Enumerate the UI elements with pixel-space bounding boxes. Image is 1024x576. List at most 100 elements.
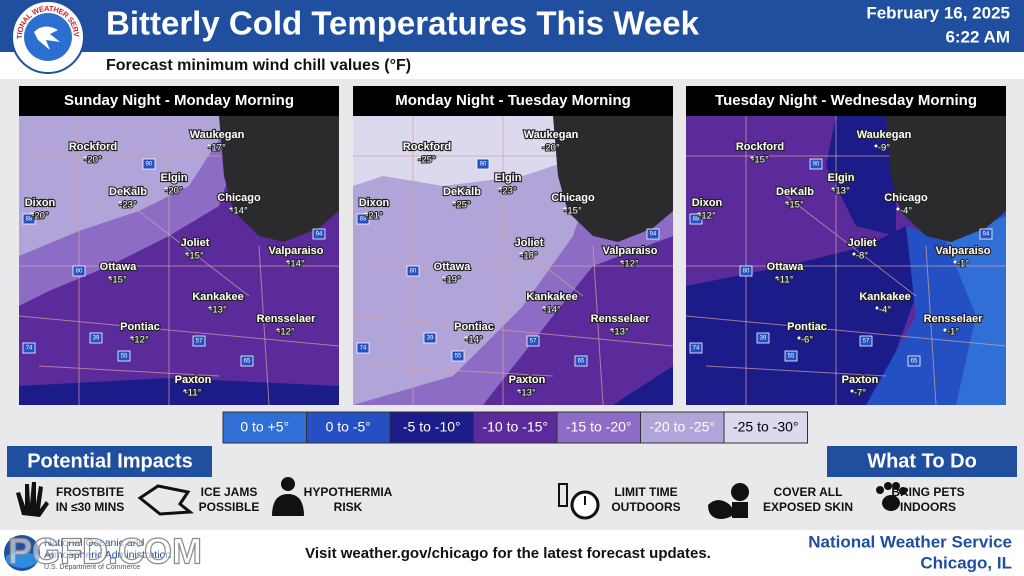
city-value: -14°: [230, 206, 248, 217]
city-dot: [207, 144, 211, 148]
legend-label: -20 to -25°: [649, 419, 715, 435]
city-name: Dixon: [692, 197, 723, 209]
city-dot: [30, 212, 34, 216]
city-dot: [517, 389, 521, 393]
impacts-title: Potential Impacts: [27, 450, 193, 472]
city-dot: [164, 187, 168, 191]
highway-shield: [784, 350, 798, 362]
maps: Sunday Night - Monday Morning 88 90 94 80 39 5…: [18, 86, 1007, 406]
city-name: Pontiac: [454, 321, 494, 333]
paw-icon: [882, 495, 900, 511]
highway-label: 55: [455, 354, 462, 360]
city-name: Paxton: [175, 374, 212, 386]
wind-chill-zone: [353, 116, 603, 186]
city-name: Waukegan: [190, 129, 245, 141]
highway-shield: [22, 342, 36, 354]
highway-shield: [809, 158, 823, 170]
highway-shield: [476, 158, 490, 170]
wind-chill-zone: [826, 116, 896, 236]
city-name: Pontiac: [120, 321, 160, 333]
city-dot: [185, 252, 189, 256]
road: [685, 315, 1007, 347]
city-value: -25°: [453, 200, 471, 211]
highway-label: 74: [693, 346, 700, 352]
city-value: -13°: [518, 388, 536, 399]
noaa-agency: National Oceanic and: [44, 537, 145, 549]
road: [452, 195, 584, 297]
city-name: Elgin: [495, 172, 522, 184]
actions-item: INDOORS: [900, 500, 956, 514]
road: [705, 365, 887, 377]
city-value: -13°: [832, 186, 850, 197]
city-dot: [852, 252, 856, 256]
city-dot: [229, 207, 233, 211]
city-value: -14°: [465, 335, 483, 346]
panel-title: Monday Night - Tuesday Morning: [395, 92, 631, 109]
city-name: Rensselaer: [257, 313, 316, 325]
footer-message: Visit weather.gov/chicago for the latest…: [305, 545, 711, 562]
highway-shield: [689, 213, 703, 225]
highway-shield: [574, 355, 588, 367]
subtitle: Forecast minimum wind chill values (°F): [106, 57, 411, 74]
icons: [16, 477, 907, 520]
road: [118, 195, 250, 297]
city-name: Elgin: [828, 172, 855, 184]
legend-swatch: [222, 411, 307, 444]
highway-label: 94: [983, 232, 990, 238]
city-name: Chicago: [217, 192, 261, 204]
city-dot: [563, 207, 567, 211]
city-value: -14°: [287, 259, 305, 270]
legend-label: -10 to -15°: [482, 419, 548, 435]
city-value: -13°: [611, 327, 629, 338]
lake-michigan: [886, 116, 1006, 242]
city-value: -12°: [277, 327, 295, 338]
legend-label: 0 to +5°: [240, 419, 289, 435]
highway-label: 88: [693, 217, 700, 223]
ice-icon: [137, 484, 194, 516]
city-dot: [498, 187, 502, 191]
city-value: -18°: [520, 251, 538, 262]
face-icon: [731, 483, 749, 501]
paw-icon: [884, 482, 892, 490]
highway-shield: [89, 332, 103, 344]
road: [925, 245, 937, 406]
city-dot: [750, 156, 754, 160]
actions-header: [827, 446, 1017, 477]
city-value: -23°: [499, 186, 517, 197]
highway-shield: [240, 355, 254, 367]
legend-label: -5 to -10°: [403, 419, 461, 435]
city-name: Chicago: [884, 192, 928, 204]
office-name: National Weather Service: [808, 532, 1012, 551]
impacts-item: HYPOTHERMIA: [304, 485, 393, 499]
city-name: Waukegan: [524, 129, 579, 141]
city-name: Ottawa: [100, 261, 138, 273]
city-name: Valparaiso: [935, 245, 990, 257]
legend-swatch: [306, 411, 391, 444]
city-dot: [850, 389, 854, 393]
city-value: -12°: [698, 211, 716, 222]
person-icon: [281, 477, 295, 491]
highway-shield: [72, 265, 86, 277]
impacts-item: IN ≤30 MINS: [56, 500, 125, 514]
wind-chill-zone: [19, 116, 234, 256]
city-dot: [286, 260, 290, 264]
legend-swatch: [640, 411, 725, 444]
highway-shield: [356, 342, 370, 354]
city-value: -15°: [751, 155, 769, 166]
city-value: -23°: [119, 200, 137, 211]
city-dot: [620, 260, 624, 264]
city-dot: [208, 306, 212, 310]
legend-swatch: [556, 411, 641, 444]
city-value: -11°: [777, 275, 794, 286]
city-dot: [953, 260, 957, 264]
road: [592, 245, 604, 406]
actions-item: LIMIT TIME: [614, 485, 677, 499]
city-dot: [118, 201, 122, 205]
city-dot: [875, 306, 879, 310]
legend-label: -15 to -20°: [566, 419, 632, 435]
road: [785, 195, 917, 297]
watermark: PGFD.COM: [8, 531, 202, 572]
city-dot: [896, 207, 900, 211]
wind-chill-zone: [19, 378, 339, 405]
